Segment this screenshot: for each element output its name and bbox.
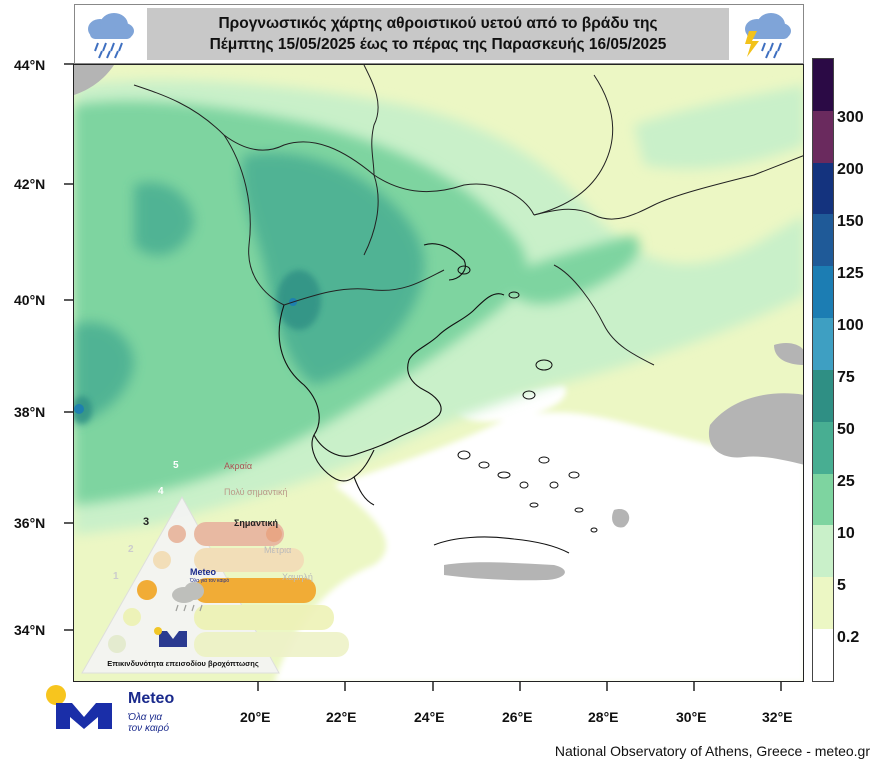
lon-label-30: 30°E	[676, 709, 707, 725]
warning-level-5-label: Ακραία	[224, 461, 253, 471]
colorbar-label-0-2: 0.2	[837, 629, 860, 646]
warning-level-1-number: 1	[113, 571, 119, 582]
logo-slogan-line-1: Όλα για	[128, 712, 163, 723]
lat-ticks	[64, 63, 74, 631]
warning-level-5-number: 5	[173, 460, 179, 471]
colorbar-label-125: 125	[837, 265, 864, 282]
colorbar-swatch	[813, 577, 833, 630]
warning-level-5-badge	[168, 525, 186, 543]
mini-logo-slogan: Όλα για τον καιρό	[190, 578, 230, 584]
warning-level-1-badge	[108, 635, 126, 653]
map-canvas	[74, 65, 803, 681]
lon-ticks	[257, 682, 782, 691]
precip-25-50mm	[74, 152, 425, 425]
warning-level-2-label: Μέτρια	[264, 545, 292, 555]
lat-label-36: 36°N	[14, 515, 46, 531]
logo-name: Meteo	[128, 690, 175, 707]
colorbar-label-10: 10	[837, 525, 855, 542]
lon-label-24: 24°E	[414, 709, 445, 725]
warning-level-1-bar	[194, 632, 349, 657]
colorbar-swatch	[813, 473, 833, 526]
warning-level-3-badge	[137, 580, 157, 600]
colorbar-swatch	[813, 110, 833, 163]
mini-logo-text: Meteo	[190, 567, 217, 577]
map-title-line-1: Προγνωστικός χάρτης αθροιστικού υετού απ…	[218, 15, 658, 32]
rain-cloud-icon	[80, 9, 140, 59]
colorbar-swatch	[813, 318, 833, 370]
meteo-logo-icon	[44, 683, 124, 731]
greece-outline	[278, 243, 570, 554]
logo-slogan: Όλα για τον καιρό	[128, 712, 169, 734]
lon-label-32: 32°E	[762, 709, 793, 725]
thunderstorm-cloud-icon	[735, 9, 795, 59]
colorbar-label-300: 300	[837, 109, 864, 126]
colorbar-swatch	[813, 629, 833, 681]
lon-label-26: 26°E	[502, 709, 533, 725]
warning-level-4-badge	[153, 551, 171, 569]
colorbar-swatch	[813, 525, 833, 578]
country-borders	[133, 65, 803, 366]
colorbar-swatch	[813, 369, 833, 422]
warning-level-2-bar	[194, 605, 334, 630]
footer-credit: National Observatory of Athens, Greece -…	[554, 743, 870, 759]
warning-level-4-number: 4	[158, 486, 164, 497]
warning-level-3-number: 3	[143, 516, 150, 528]
colorbar-swatch	[813, 421, 833, 474]
warning-level-1-label: Χαμηλή	[282, 572, 313, 582]
colorbar-swatch	[813, 59, 833, 111]
lon-label-28: 28°E	[588, 709, 619, 725]
small-rain-cloud-icon	[172, 582, 204, 612]
warning-level-2-badge	[123, 608, 141, 626]
colorbar-label-5: 5	[837, 577, 846, 594]
lat-label-40: 40°N	[14, 292, 46, 308]
colorbar-swatch	[813, 214, 833, 267]
colorbar-label-200: 200	[837, 161, 864, 178]
colorbar-label-50: 50	[837, 421, 855, 438]
lat-label-42: 42°N	[14, 176, 46, 192]
colorbar-swatch	[813, 162, 833, 215]
colorbar-label-150: 150	[837, 213, 864, 230]
warning-exclamation-icon	[266, 526, 282, 542]
warning-level-4-bar	[194, 548, 304, 572]
aegean-islands	[457, 265, 598, 533]
colorbar-label-100: 100	[837, 317, 864, 334]
warning-scale-infographic	[81, 495, 349, 674]
lat-label-34: 34°N	[14, 622, 46, 638]
lon-label-20: 20°E	[240, 709, 271, 725]
warning-level-4-label: Πολύ σημαντική	[224, 487, 288, 497]
colorbar-label-25: 25	[837, 473, 855, 490]
colorbar-label-75: 75	[837, 369, 855, 386]
mini-meteo-logo-icon	[154, 627, 187, 647]
logo-slogan-line-2: τον καιρό	[128, 723, 170, 734]
colorbar-swatch	[813, 266, 833, 319]
warning-level-2-number: 2	[128, 544, 134, 555]
lat-label-38: 38°N	[14, 404, 46, 420]
precipitation-map: 5 Ακραία 4 Πολύ σημαντική 3 Σημαντική 2 …	[73, 64, 804, 682]
warning-level-5-bar	[194, 522, 284, 546]
map-title-line-2: Πέμπτης 15/05/2025 έως το πέρας της Παρα…	[209, 36, 667, 53]
land-no-data	[74, 65, 803, 581]
colorbar	[812, 58, 834, 682]
warning-level-3-bar	[194, 578, 316, 603]
lon-label-22: 22°E	[326, 709, 357, 725]
warning-scale-title: Επικινδυνότητα επεισοδίου βροχόπτωσης	[107, 659, 259, 668]
warning-level-3-label: Σημαντική	[234, 518, 278, 528]
title-band: Προγνωστικός χάρτης αθροιστικού υετού απ…	[147, 8, 729, 60]
lat-label-44: 44°N	[14, 57, 46, 73]
